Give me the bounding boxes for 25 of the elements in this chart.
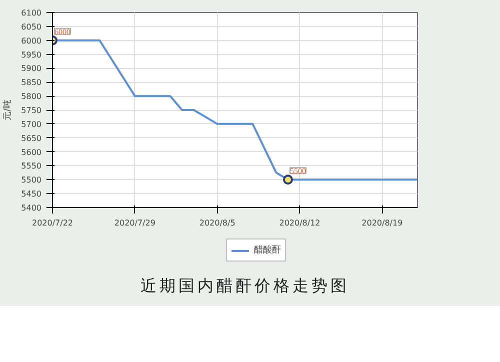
y-tick-label: 5450 bbox=[21, 190, 42, 199]
y-tick-label: 5850 bbox=[21, 78, 42, 88]
legend-label: 醋酸酐 bbox=[254, 244, 281, 256]
y-tick-label: 5600 bbox=[21, 148, 42, 157]
x-tick-label: 2020/8/5 bbox=[199, 218, 236, 228]
data-label: 5500 bbox=[290, 166, 306, 176]
y-tick-label: 5900 bbox=[21, 64, 42, 74]
y-tick-label: 5800 bbox=[21, 92, 42, 102]
x-tick-label: 2020/7/22 bbox=[32, 218, 74, 228]
y-tick-label: 6000 bbox=[21, 36, 42, 46]
y-tick-label: 5650 bbox=[21, 134, 42, 143]
y-tick-label: 5400 bbox=[21, 204, 42, 212]
y-tick-label: 6050 bbox=[21, 22, 42, 32]
y-axis-title: 元/吨 bbox=[2, 99, 14, 121]
y-tick-label: 5750 bbox=[21, 106, 42, 115]
y-tick-label: 5550 bbox=[21, 162, 42, 171]
x-tick-label: 2020/8/19 bbox=[362, 218, 403, 228]
text: 近期国内醋酐价格走势图 bbox=[140, 275, 350, 297]
y-tick-label: 5500 bbox=[21, 176, 42, 185]
y-tick-label: 5950 bbox=[21, 50, 42, 60]
data-label: 6000 bbox=[54, 27, 70, 36]
x-tick-label: 2020/8/12 bbox=[279, 218, 320, 228]
y-tick-label: 6100 bbox=[21, 8, 42, 18]
x-tick-label: 2020/7/29 bbox=[114, 218, 156, 228]
y-tick-label: 5700 bbox=[21, 120, 42, 129]
